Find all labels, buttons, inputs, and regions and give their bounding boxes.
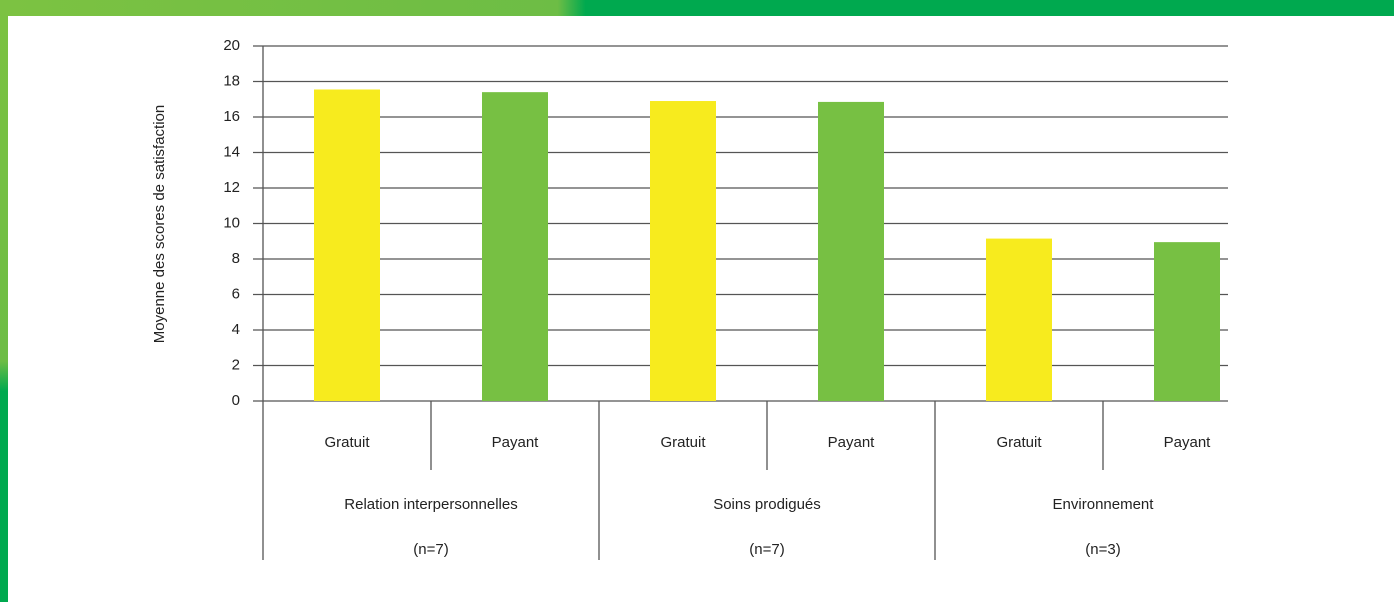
y-tick-label: 14	[223, 143, 240, 160]
x-tick-label: Gratuit	[660, 434, 706, 451]
y-tick-label: 4	[232, 321, 240, 338]
group-label: Relation interpersonnelles	[344, 496, 517, 513]
x-tick-label: Payant	[492, 434, 540, 451]
group-note: (n=7)	[749, 541, 784, 558]
bar	[314, 89, 380, 402]
y-tick-label: 16	[223, 108, 240, 125]
x-tick-label: Payant	[1164, 434, 1212, 451]
x-tick-label: Gratuit	[324, 434, 370, 451]
x-tick-label: Gratuit	[996, 434, 1042, 451]
bar	[482, 92, 548, 402]
group-label: Soins prodigués	[713, 496, 821, 513]
bar	[650, 101, 716, 402]
y-tick-label: 6	[232, 285, 240, 302]
bar	[818, 101, 884, 401]
bar	[986, 238, 1052, 401]
y-tick-label: 10	[223, 214, 240, 231]
y-tick-label: 0	[232, 392, 240, 409]
y-tick-label: 2	[232, 356, 240, 373]
x-tick-label: Payant	[828, 434, 876, 451]
top-band	[0, 0, 1394, 16]
y-tick-label: 18	[223, 72, 240, 89]
left-band	[0, 0, 8, 602]
y-tick-label: 8	[232, 250, 240, 267]
group-note: (n=3)	[1085, 541, 1120, 558]
group-note: (n=7)	[413, 541, 448, 558]
y-tick-label: 20	[223, 37, 240, 54]
group-label: Environnement	[1053, 496, 1155, 513]
y-axis-label: Moyenne des scores de satisfaction	[151, 105, 168, 343]
y-tick-label: 12	[223, 179, 240, 196]
bar	[1154, 242, 1220, 401]
